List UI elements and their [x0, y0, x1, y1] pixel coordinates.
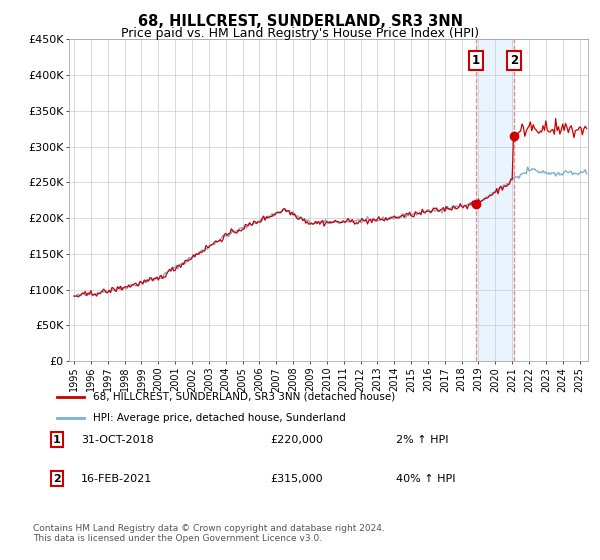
- Text: 1: 1: [472, 54, 479, 67]
- Text: 2: 2: [510, 54, 518, 67]
- Text: 68, HILLCREST, SUNDERLAND, SR3 3NN: 68, HILLCREST, SUNDERLAND, SR3 3NN: [137, 14, 463, 29]
- Text: 1: 1: [53, 435, 61, 445]
- Text: Price paid vs. HM Land Registry's House Price Index (HPI): Price paid vs. HM Land Registry's House …: [121, 27, 479, 40]
- Text: £315,000: £315,000: [270, 474, 323, 484]
- Text: £220,000: £220,000: [270, 435, 323, 445]
- Text: 2% ↑ HPI: 2% ↑ HPI: [396, 435, 449, 445]
- Text: 2: 2: [53, 474, 61, 484]
- Text: 31-OCT-2018: 31-OCT-2018: [81, 435, 154, 445]
- Text: 40% ↑ HPI: 40% ↑ HPI: [396, 474, 455, 484]
- Text: Contains HM Land Registry data © Crown copyright and database right 2024.
This d: Contains HM Land Registry data © Crown c…: [33, 524, 385, 543]
- Text: 16-FEB-2021: 16-FEB-2021: [81, 474, 152, 484]
- Text: 68, HILLCREST, SUNDERLAND, SR3 3NN (detached house): 68, HILLCREST, SUNDERLAND, SR3 3NN (deta…: [93, 392, 395, 402]
- Text: HPI: Average price, detached house, Sunderland: HPI: Average price, detached house, Sund…: [93, 413, 346, 423]
